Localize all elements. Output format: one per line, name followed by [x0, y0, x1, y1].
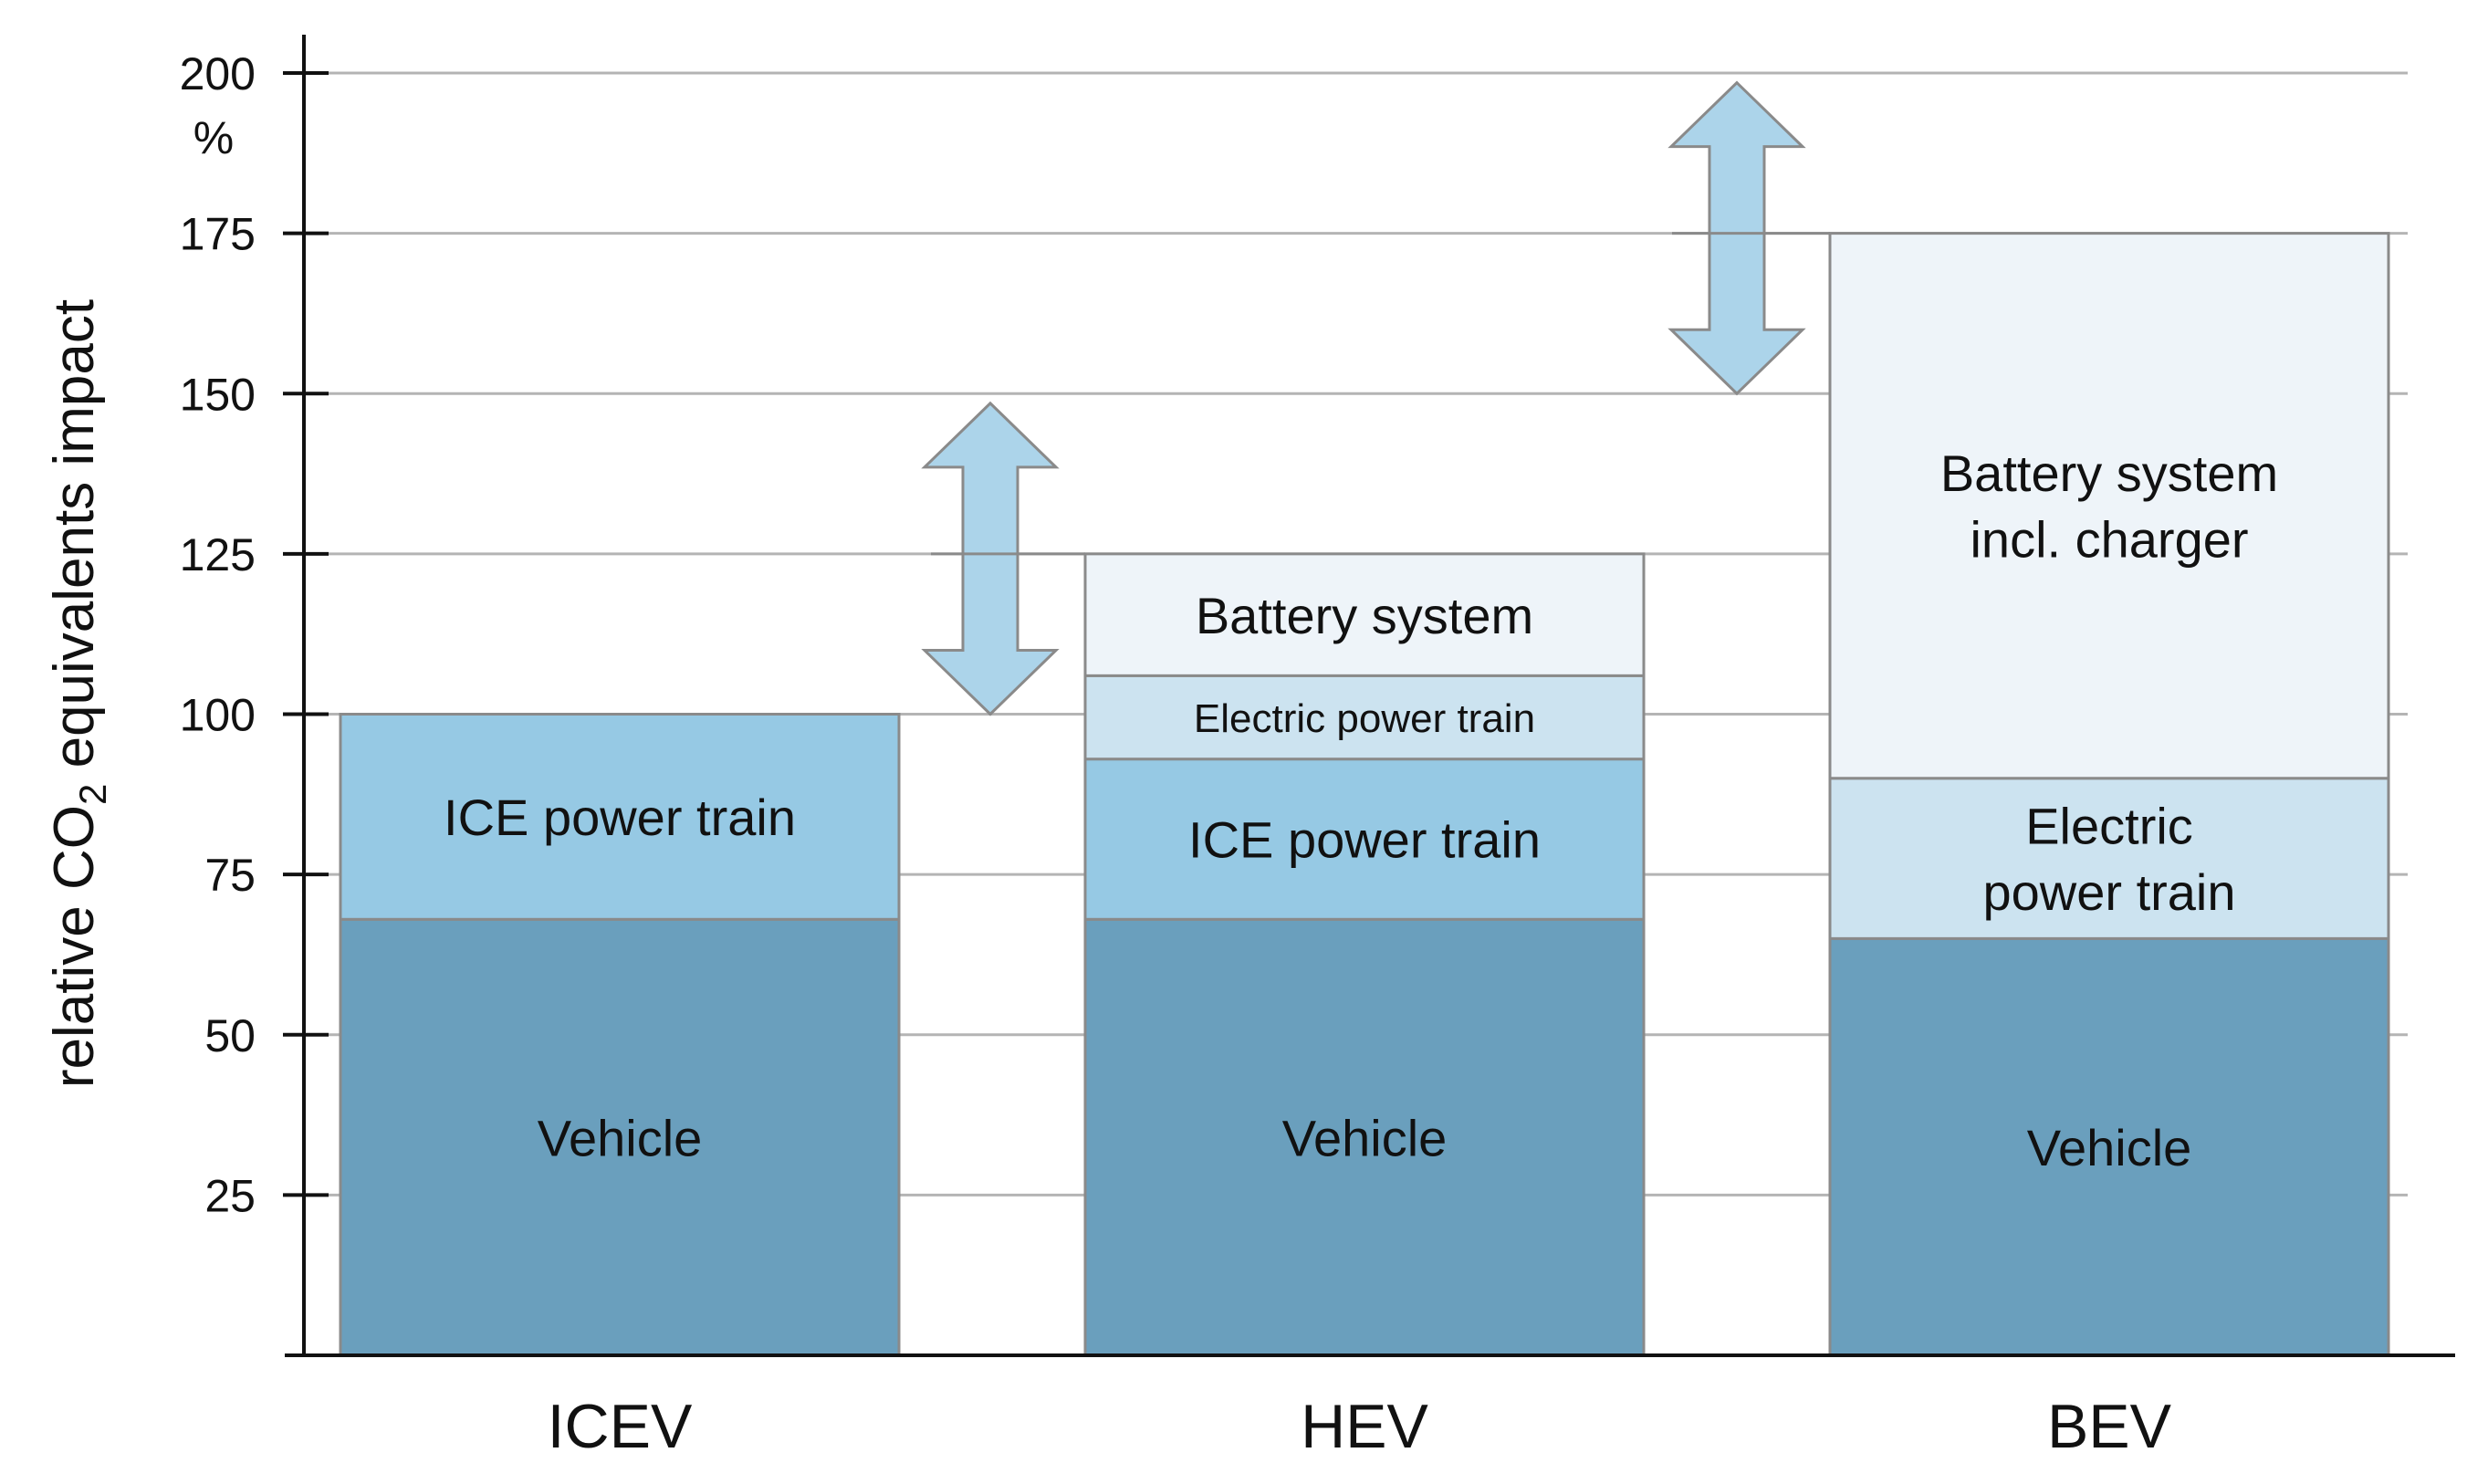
y-unit-label: %	[193, 112, 234, 163]
segment-label-bev-1-0: Electric	[2025, 797, 2193, 854]
segment-label-hev-2-0: Electric power train	[1194, 696, 1535, 741]
double-arrow-0	[921, 401, 1060, 716]
segment-hev-2	[1083, 674, 1646, 761]
y-axis-label: relative CO2 equivalents impact	[43, 299, 114, 1088]
segment-label-bev-1-1: power train	[1982, 863, 2235, 921]
segment-label-hev-1-0: ICE power train	[1188, 811, 1541, 869]
segment-label-hev-3-0: Battery system	[1196, 587, 1533, 644]
difference-arrows	[921, 80, 1830, 716]
bar-hev: Vehicle ICE power train Electric power tra…	[1083, 552, 1646, 1357]
segment-label-icev-0-0: Vehicle	[538, 1109, 703, 1166]
y-axis-label-subscript: 2	[71, 784, 114, 805]
bar-icev: Vehicle ICE power train	[339, 713, 901, 1357]
segment-bev-2	[1828, 232, 2390, 780]
category-label-hev: HEV	[1301, 1392, 1428, 1461]
y-axis-label-suffix: equivalents impact	[43, 299, 106, 784]
segment-hev-1	[1083, 758, 1646, 921]
y-tick-label-150: 150	[180, 369, 256, 420]
segment-icev-0	[339, 917, 901, 1357]
y-tick-label-200: 200	[180, 48, 256, 99]
y-tick-label-25: 25	[204, 1170, 256, 1221]
segment-label-hev-0-0: Vehicle	[1282, 1109, 1448, 1166]
double-arrow-1	[1667, 80, 1806, 396]
segment-hev-3	[1083, 552, 1646, 677]
segment-label-bev-2-0: Battery system	[1940, 444, 2278, 502]
segment-label-icev-1-0: ICE power train	[444, 789, 796, 846]
y-tick-label-50: 50	[204, 1010, 256, 1061]
y-axis-label-prefix: relative CO	[43, 805, 106, 1088]
y-tick-label-75: 75	[204, 850, 256, 901]
y-tick-label-125: 125	[180, 529, 256, 580]
segment-label-bev-2-1: incl. charger	[1970, 511, 2248, 569]
category-label-icev: ICEV	[548, 1392, 693, 1461]
bar-bev: Vehicle Electric power train Battery system…	[1828, 232, 2390, 1357]
segment-bev-1	[1828, 777, 2390, 940]
y-tick-label-175: 175	[180, 209, 256, 260]
category-label-bev: BEV	[2047, 1392, 2172, 1461]
segment-icev-1	[339, 713, 901, 921]
y-tick-label-100: 100	[180, 690, 256, 741]
axes: ICEV HEV BEV 25 50 75 100 125 150 175 200%	[180, 35, 2455, 1461]
segment-label-bev-0-0: Vehicle	[2027, 1119, 2192, 1176]
bars: Vehicle ICE power train Vehicle ICE power t…	[339, 232, 2390, 1357]
segment-hev-0	[1083, 917, 1646, 1357]
